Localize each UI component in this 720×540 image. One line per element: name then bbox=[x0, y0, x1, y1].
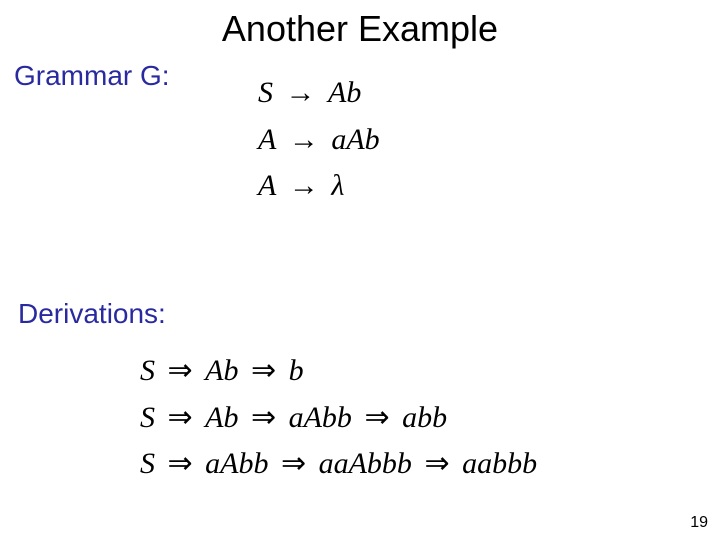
derivation-line: S ⇒ Ab ⇒ aAbb ⇒ abb bbox=[140, 395, 537, 442]
deriv-step: S bbox=[140, 447, 155, 480]
deriv-step: aabbb bbox=[462, 447, 537, 480]
deriv-step: S bbox=[140, 354, 155, 387]
rule-lhs: A bbox=[258, 123, 276, 156]
derives-icon: ⇒ bbox=[246, 401, 281, 434]
grammar-rules: S → Ab A → aAb A → λ bbox=[258, 70, 380, 210]
grammar-rule: A → λ bbox=[258, 163, 380, 210]
arrow-icon: → bbox=[284, 169, 324, 202]
rule-lhs: S bbox=[258, 76, 273, 109]
deriv-step: Ab bbox=[205, 354, 238, 387]
derivations-block: S ⇒ Ab ⇒ b S ⇒ Ab ⇒ aAbb ⇒ abb S ⇒ aAbb … bbox=[140, 348, 537, 488]
rule-rhs: λ bbox=[331, 169, 344, 202]
derives-icon: ⇒ bbox=[163, 401, 198, 434]
grammar-rule: S → Ab bbox=[258, 70, 380, 117]
slide: Another Example Grammar G: S → Ab A → aA… bbox=[0, 0, 720, 540]
derives-icon: ⇒ bbox=[163, 447, 198, 480]
deriv-step: S bbox=[140, 401, 155, 434]
deriv-step: aAbb bbox=[205, 447, 268, 480]
deriv-step: aaAbbb bbox=[319, 447, 412, 480]
grammar-label: Grammar G: bbox=[14, 60, 170, 92]
slide-title: Another Example bbox=[0, 8, 720, 50]
grammar-rule: A → aAb bbox=[258, 117, 380, 164]
deriv-step: b bbox=[289, 354, 304, 387]
derives-icon: ⇒ bbox=[163, 354, 198, 387]
derives-icon: ⇒ bbox=[419, 447, 454, 480]
derives-icon: ⇒ bbox=[359, 401, 394, 434]
arrow-icon: → bbox=[284, 123, 324, 156]
derives-icon: ⇒ bbox=[276, 447, 311, 480]
rule-rhs: Ab bbox=[328, 76, 361, 109]
deriv-step: aAbb bbox=[289, 401, 352, 434]
page-number: 19 bbox=[690, 514, 708, 532]
derives-icon: ⇒ bbox=[246, 354, 281, 387]
arrow-icon: → bbox=[281, 76, 321, 109]
derivation-line: S ⇒ aAbb ⇒ aaAbbb ⇒ aabbb bbox=[140, 441, 537, 488]
rule-rhs: aAb bbox=[331, 123, 379, 156]
derivation-line: S ⇒ Ab ⇒ b bbox=[140, 348, 537, 395]
deriv-step: Ab bbox=[205, 401, 238, 434]
rule-lhs: A bbox=[258, 169, 276, 202]
deriv-step: abb bbox=[402, 401, 447, 434]
derivations-label: Derivations: bbox=[18, 298, 166, 330]
